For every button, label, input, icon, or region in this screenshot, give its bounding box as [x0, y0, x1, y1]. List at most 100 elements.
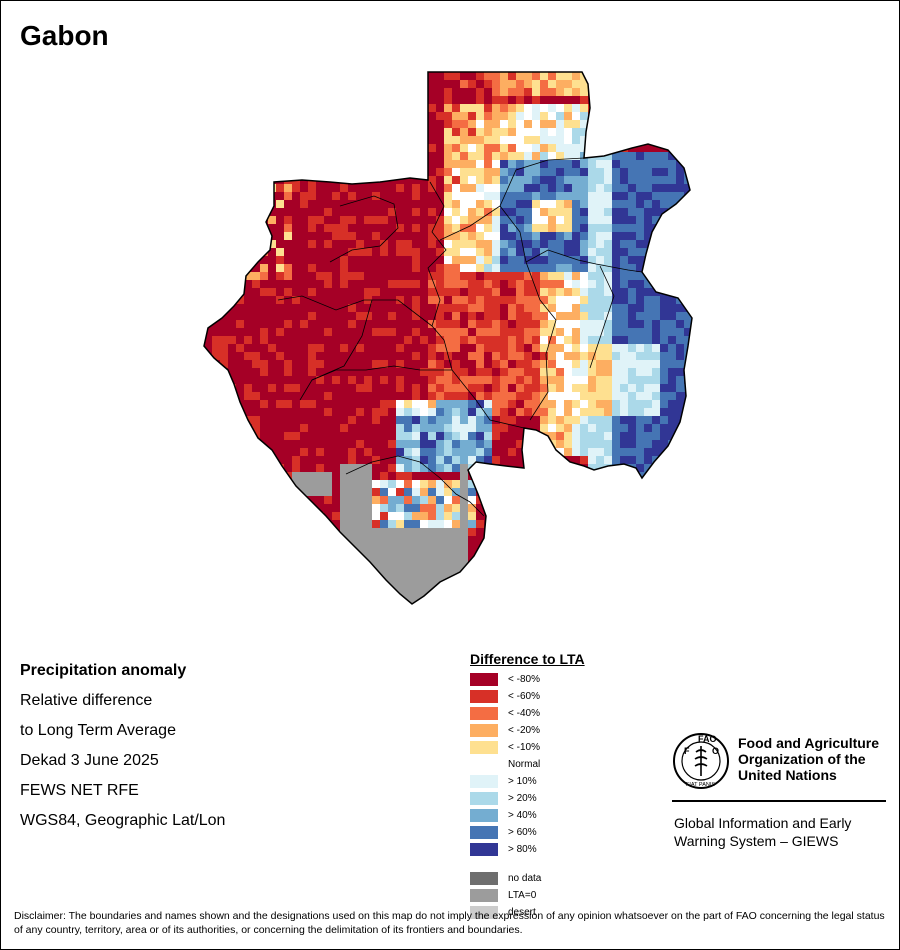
anomaly-cell [492, 248, 500, 256]
anomaly-cell [436, 512, 444, 520]
anomaly-cell [324, 272, 332, 280]
anomaly-cell [468, 88, 476, 96]
anomaly-cell [268, 128, 276, 136]
anomaly-cell [380, 120, 388, 128]
anomaly-cell [524, 608, 532, 616]
anomaly-cell [308, 360, 316, 368]
anomaly-cell [204, 240, 212, 248]
anomaly-cell [556, 440, 564, 448]
anomaly-cell [636, 224, 644, 232]
anomaly-cell [620, 80, 628, 88]
anomaly-cell [204, 296, 212, 304]
anomaly-cell [460, 184, 468, 192]
anomaly-cell [636, 496, 644, 504]
anomaly-cell [284, 424, 292, 432]
anomaly-cell [260, 80, 268, 88]
anomaly-cell [308, 152, 316, 160]
anomaly-cell [660, 496, 668, 504]
anomaly-cell [492, 536, 500, 544]
anomaly-cell [460, 80, 468, 88]
anomaly-cell [684, 536, 692, 544]
anomaly-cell [524, 320, 532, 328]
anomaly-cell [196, 536, 204, 544]
anomaly-cell [420, 504, 428, 512]
anomaly-cell [308, 168, 316, 176]
anomaly-cell [508, 336, 516, 344]
anomaly-cell [340, 136, 348, 144]
anomaly-cell [340, 448, 348, 456]
anomaly-cell [212, 368, 220, 376]
anomaly-cell [524, 248, 532, 256]
anomaly-cell [388, 440, 396, 448]
anomaly-cell [628, 512, 636, 520]
anomaly-cell [612, 152, 620, 160]
anomaly-cell [476, 368, 484, 376]
anomaly-cell [404, 392, 412, 400]
anomaly-cell [636, 568, 644, 576]
anomaly-cell [660, 128, 668, 136]
anomaly-cell [620, 264, 628, 272]
anomaly-cell [476, 528, 484, 536]
anomaly-cell [532, 584, 540, 592]
anomaly-cell [516, 288, 524, 296]
anomaly-cell [468, 488, 476, 496]
anomaly-cell [524, 448, 532, 456]
anomaly-cell [468, 120, 476, 128]
anomaly-cell [420, 560, 428, 568]
anomaly-cell [556, 152, 564, 160]
anomaly-cell [468, 216, 476, 224]
anomaly-cell [308, 448, 316, 456]
anomaly-cell [380, 456, 388, 464]
anomaly-cell [340, 64, 348, 72]
anomaly-cell [604, 264, 612, 272]
anomaly-cell [620, 384, 628, 392]
anomaly-cell [660, 344, 668, 352]
anomaly-cell [412, 80, 420, 88]
anomaly-cell [500, 328, 508, 336]
anomaly-cell [596, 232, 604, 240]
anomaly-cell [588, 304, 596, 312]
anomaly-cell [404, 328, 412, 336]
anomaly-cell [268, 472, 276, 480]
svg-text:F: F [684, 746, 690, 756]
anomaly-cell [212, 72, 220, 80]
anomaly-cell [252, 440, 260, 448]
anomaly-cell [236, 480, 244, 488]
anomaly-cell [260, 584, 268, 592]
anomaly-cell [532, 528, 540, 536]
anomaly-cell [300, 440, 308, 448]
anomaly-cell [684, 80, 692, 88]
anomaly-cell [652, 200, 660, 208]
anomaly-cell [244, 112, 252, 120]
anomaly-cell [556, 520, 564, 528]
anomaly-cell [380, 400, 388, 408]
anomaly-cell [412, 520, 420, 528]
anomaly-cell [244, 128, 252, 136]
anomaly-cell [300, 184, 308, 192]
anomaly-cell [636, 360, 644, 368]
anomaly-cell [636, 440, 644, 448]
anomaly-cell [676, 512, 684, 520]
anomaly-cell [516, 432, 524, 440]
anomaly-cell [492, 184, 500, 192]
anomaly-cell [556, 472, 564, 480]
anomaly-cell [324, 376, 332, 384]
anomaly-cell [212, 464, 220, 472]
anomaly-cell [580, 136, 588, 144]
anomaly-cell [348, 224, 356, 232]
anomaly-cell [628, 256, 636, 264]
anomaly-cell [204, 120, 212, 128]
anomaly-cell [644, 568, 652, 576]
anomaly-cell [308, 496, 316, 504]
anomaly-cell [412, 128, 420, 136]
anomaly-cell [340, 160, 348, 168]
anomaly-cell [644, 280, 652, 288]
anomaly-cell [668, 432, 676, 440]
anomaly-cell [204, 376, 212, 384]
anomaly-cell [476, 512, 484, 520]
anomaly-cell [404, 440, 412, 448]
anomaly-cell [620, 152, 628, 160]
anomaly-cell [564, 608, 572, 616]
anomaly-cell [492, 144, 500, 152]
anomaly-cell [612, 560, 620, 568]
